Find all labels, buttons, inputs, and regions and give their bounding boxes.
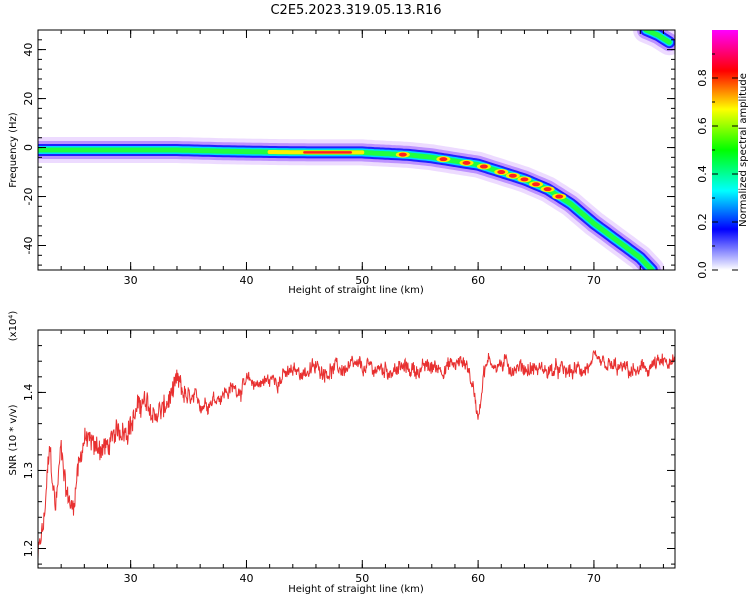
x-tick-label: 50 — [355, 274, 369, 287]
y-tick-label: -40 — [22, 237, 35, 255]
snr-series-line — [38, 350, 675, 560]
y-tick-label: 1.3 — [22, 462, 35, 480]
colorbar-tick-label: 0.8 — [696, 69, 709, 87]
spectral-blob-core — [398, 152, 407, 157]
spectrogram-frame — [37, 29, 676, 271]
colorbar-label: Normalized spectral amplitude — [738, 73, 749, 227]
x-tick-label: 70 — [587, 274, 601, 287]
snr-yscale-label: (x10⁴) — [8, 311, 19, 342]
spectral-blob-core — [543, 187, 552, 192]
spectral-blob-core — [520, 177, 529, 182]
spectrogram-xlabel: Height of straight line (km) — [288, 285, 424, 296]
x-tick-label: 60 — [471, 274, 485, 287]
snr-ylabel: SNR (10 * v/v) — [8, 404, 19, 475]
spectrogram-ticks: 30 40 50 60 70 -40 -20 0 20 40 — [22, 29, 675, 287]
snr-xlabel: Height of straight line (km) — [288, 584, 424, 595]
spectrogram-marks — [38, 30, 675, 270]
colorbar: 0.0 0.2 0.4 0.6 0.8 Normalized spectral ampl… — [696, 30, 749, 279]
x-tick-label: 50 — [355, 572, 369, 585]
colorbar-ticks: 0.0 0.2 0.4 0.6 0.8 — [696, 53, 738, 279]
y-tick-label: 0 — [22, 144, 35, 151]
x-tick-label: 30 — [124, 274, 138, 287]
chart-title: C2E5.2023.319.05.13.R16 — [270, 3, 441, 18]
y-tick-label: 1.2 — [22, 540, 35, 558]
spectral-blob-core — [462, 160, 471, 165]
spectrogram-ylabel: Frequency (Hz) — [8, 112, 19, 188]
x-tick-label: 70 — [587, 572, 601, 585]
y-tick-label: 20 — [22, 92, 35, 106]
snr-panel: 30 40 50 60 70 1.2 1.3 1.4 Height of straight l… — [8, 311, 676, 595]
spectral-blob-core — [508, 173, 517, 178]
y-tick-label: 40 — [22, 43, 35, 57]
spectral-blob-core — [439, 157, 448, 162]
spectral-blob-core — [479, 164, 488, 169]
spectral-blob-core — [555, 194, 564, 199]
colorbar-gradient — [712, 30, 738, 270]
colorbar-tick-label: 0.4 — [696, 165, 709, 183]
spectral-ridge-band — [643, 30, 672, 45]
spectral-ridge-band — [38, 137, 665, 270]
snr-ticks: 30 40 50 60 70 1.2 1.3 1.4 — [22, 329, 675, 585]
y-tick-label: 1.4 — [22, 384, 35, 402]
spectral-blob-core — [532, 182, 541, 187]
colorbar-tick-label: 0.0 — [696, 261, 709, 279]
y-tick-label: -20 — [22, 188, 35, 206]
colorbar-tick-label: 0.2 — [696, 213, 709, 231]
x-tick-label: 40 — [239, 572, 253, 585]
snr-frame — [37, 329, 676, 569]
colorbar-tick-label: 0.6 — [696, 117, 709, 135]
x-tick-label: 30 — [124, 572, 138, 585]
x-tick-label: 40 — [239, 274, 253, 287]
spectral-blob-core — [497, 170, 506, 175]
x-tick-label: 60 — [471, 572, 485, 585]
spectrogram-panel: 30 40 50 60 70 -40 -20 0 20 40 Height of straight… — [8, 29, 676, 296]
snr-marks — [38, 350, 675, 560]
